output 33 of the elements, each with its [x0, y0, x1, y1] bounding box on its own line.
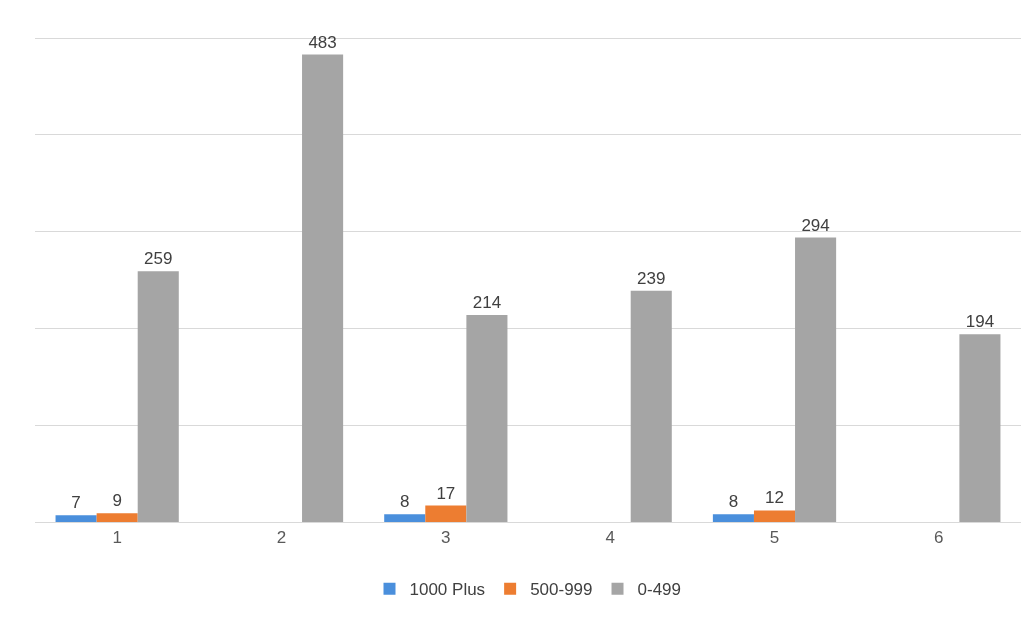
data-label: 483	[308, 32, 337, 52]
data-label: 294	[801, 215, 830, 235]
data-label: 7	[71, 493, 81, 513]
x-tick-label: 5	[769, 528, 780, 548]
bar	[466, 314, 508, 522]
bar	[425, 505, 467, 522]
data-label: 9	[112, 491, 122, 511]
x-tick-label: 2	[276, 528, 287, 548]
data-label: 8	[400, 492, 410, 512]
bar	[302, 54, 344, 522]
data-label: 214	[472, 292, 502, 312]
x-tick-label: 3	[441, 528, 451, 548]
data-label: 239	[637, 268, 666, 288]
data-label: 194	[965, 312, 995, 332]
x-tick-label: 4	[605, 528, 615, 548]
bar	[712, 514, 754, 522]
bar	[137, 271, 179, 522]
bar	[96, 513, 138, 522]
data-label: 12	[765, 488, 784, 508]
bar	[384, 514, 426, 522]
bar	[795, 237, 837, 522]
x-tick-label: 6	[934, 528, 944, 548]
bar	[55, 515, 97, 522]
legend-label: 1000 Plus	[409, 580, 486, 600]
x-tick-label: 1	[112, 528, 122, 548]
bar	[630, 290, 672, 522]
data-label: 17	[436, 483, 456, 503]
legend-label: 0-499	[637, 580, 681, 600]
bar	[753, 510, 796, 522]
legend-label: 500-999	[530, 580, 593, 600]
data-label: 259	[144, 249, 173, 269]
bar	[959, 334, 1001, 522]
data-label: 8	[728, 492, 739, 512]
